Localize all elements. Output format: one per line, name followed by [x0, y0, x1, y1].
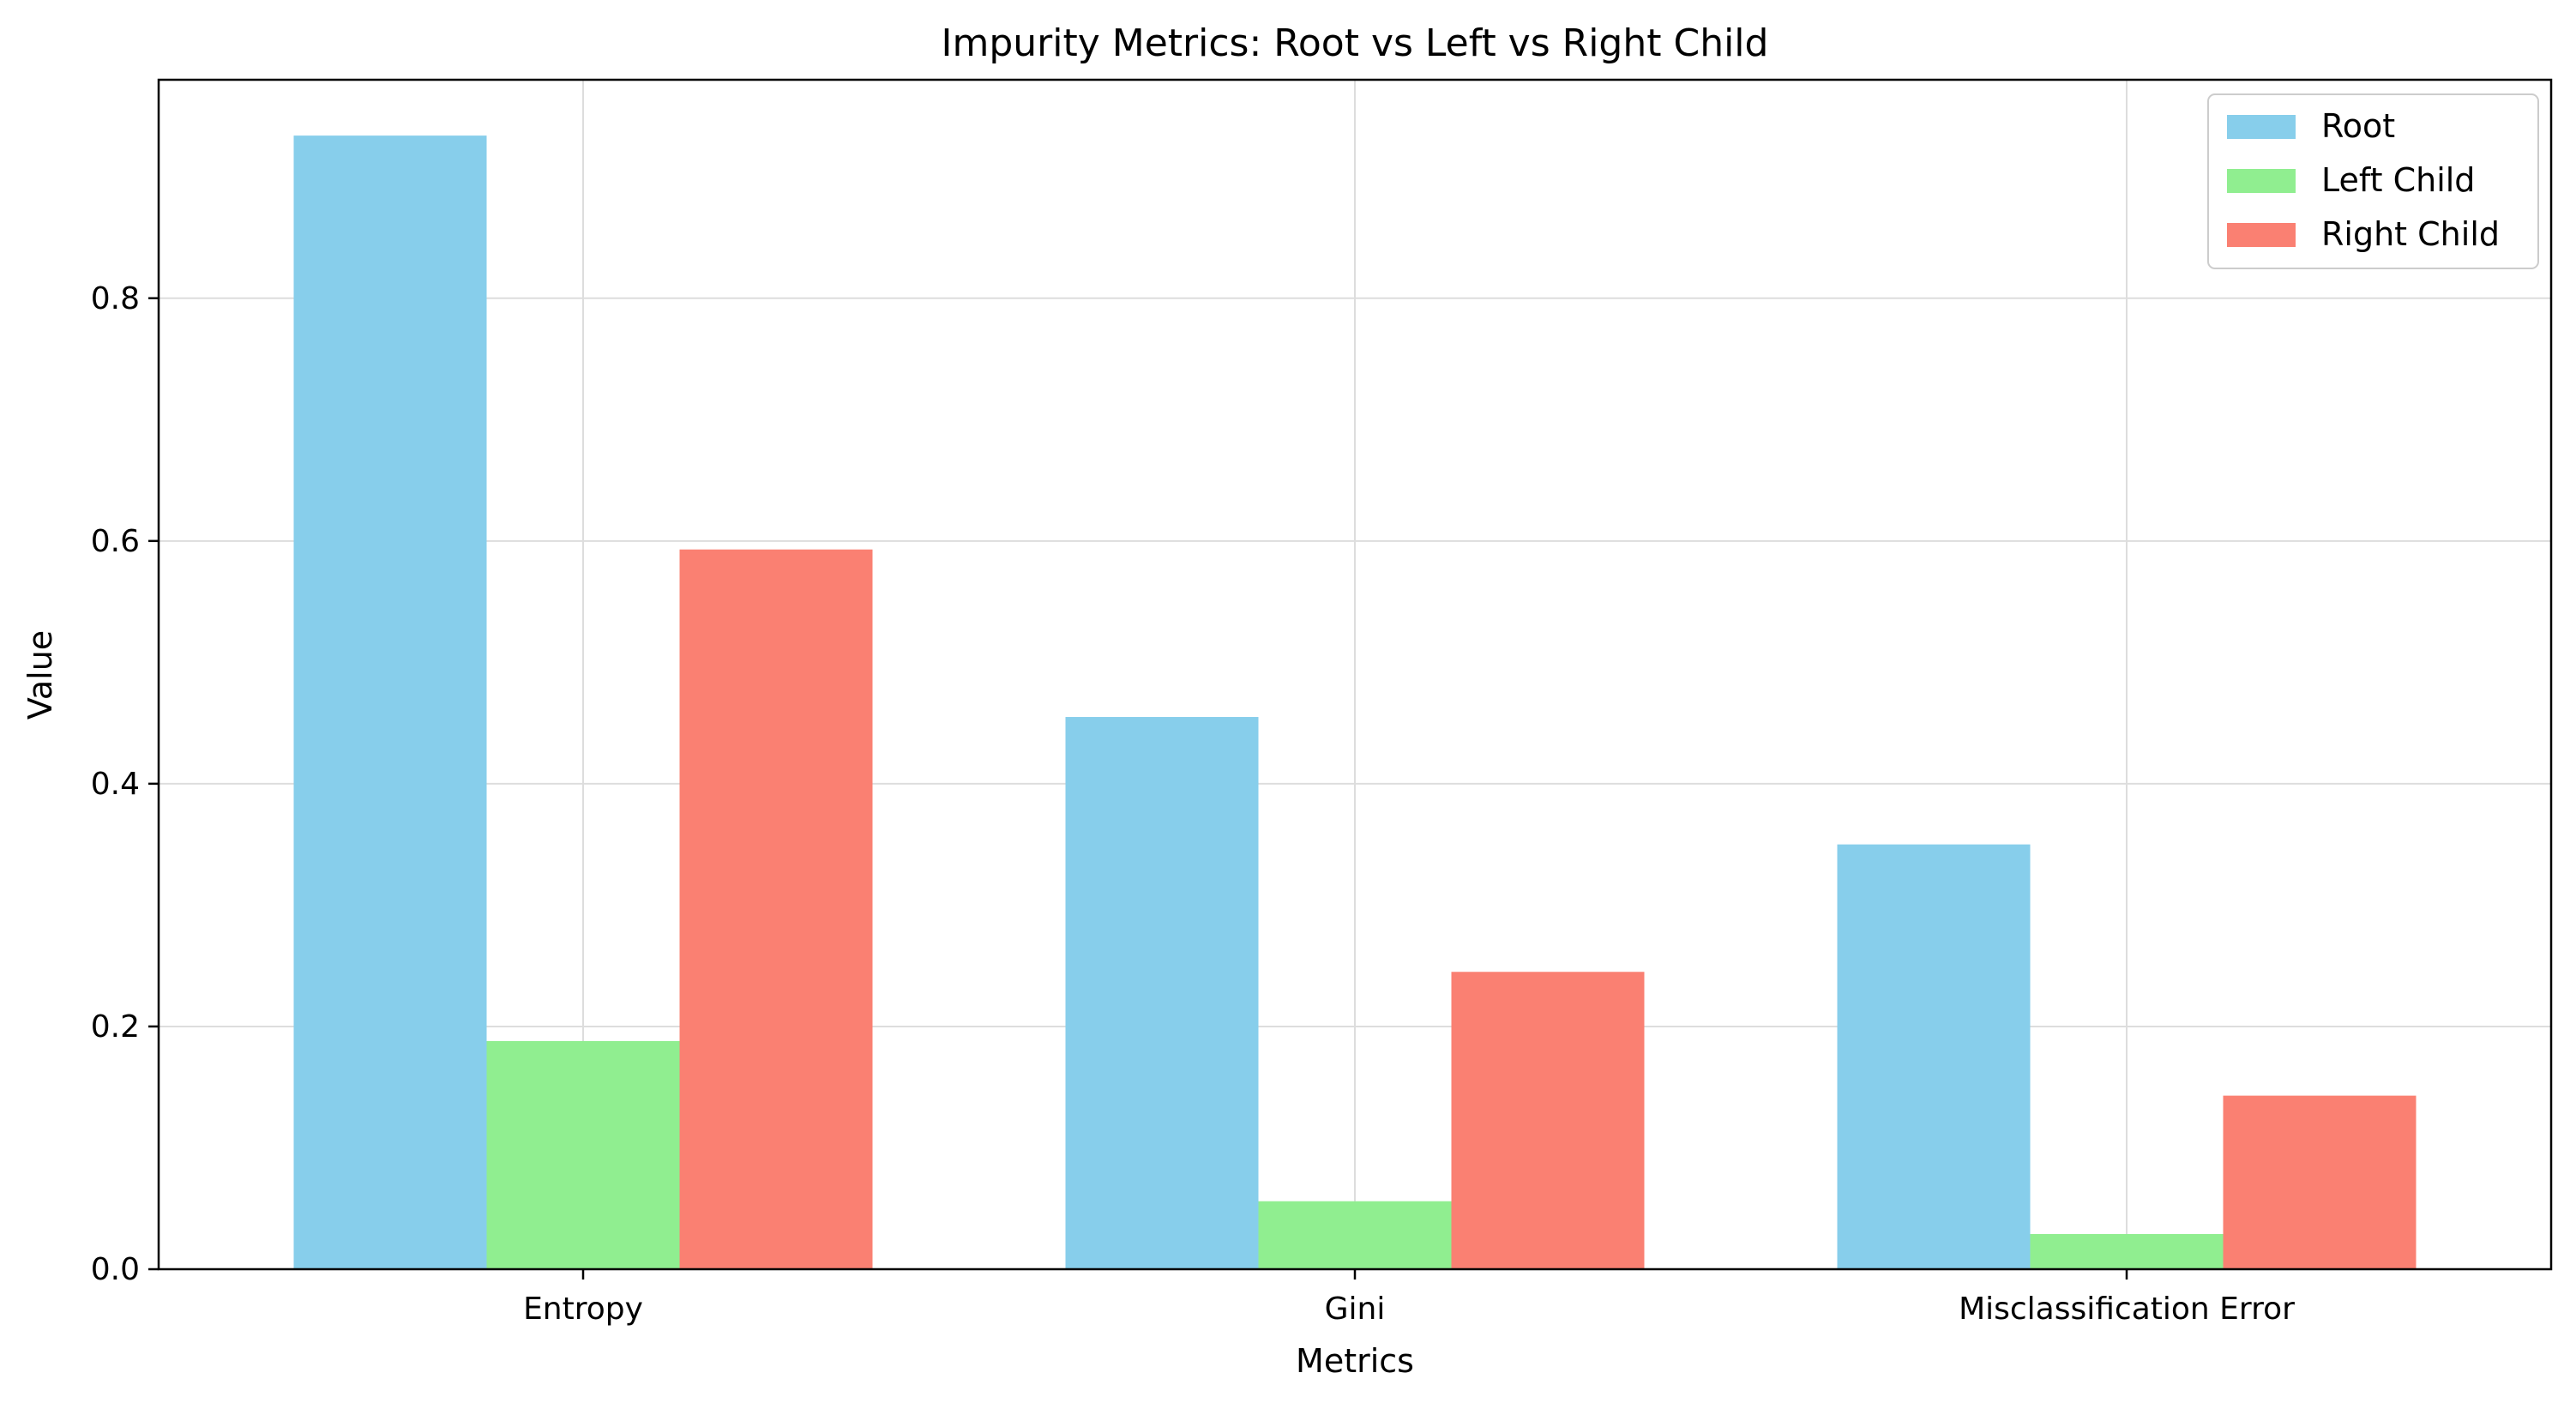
x-tick-label: Gini [1325, 1292, 1386, 1327]
legend-swatch [2227, 169, 2296, 193]
chart-title: Impurity Metrics: Root vs Left vs Right … [942, 21, 1769, 65]
ticks-layer: 0.0 0.2 0.4 0.6 0.8 Entropy Gini Misclassificat… [91, 281, 2295, 1327]
bar [1451, 972, 1645, 1269]
bar [679, 549, 873, 1269]
x-tick-label: Misclassification Error [1959, 1292, 2295, 1327]
legend-swatch [2227, 223, 2296, 247]
bar [1837, 844, 2031, 1269]
bar [293, 135, 487, 1269]
legend-label: Root [2321, 107, 2395, 145]
y-tick-label: 0.0 [91, 1252, 140, 1287]
bar [1258, 1201, 1452, 1269]
x-tick-label: Entropy [523, 1292, 643, 1327]
x-axis-label: Metrics [1296, 1342, 1414, 1380]
y-tick-label: 0.8 [91, 281, 140, 316]
y-tick-label: 0.4 [91, 767, 140, 802]
legend: Root Left Child Right Child [2207, 93, 2539, 269]
legend-label: Right Child [2321, 215, 2500, 253]
y-axis-label: Value [21, 630, 59, 720]
bar [2030, 1233, 2224, 1269]
legend-label: Left Child [2321, 161, 2475, 199]
legend-swatch [2227, 115, 2296, 139]
bar [1065, 717, 1259, 1269]
bar [486, 1040, 680, 1269]
y-tick-label: 0.2 [91, 1009, 140, 1045]
bar [2223, 1095, 2417, 1269]
bars-layer [293, 135, 2417, 1269]
y-tick-label: 0.6 [91, 524, 140, 559]
